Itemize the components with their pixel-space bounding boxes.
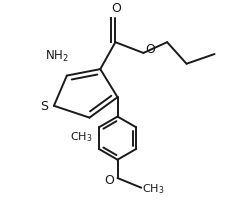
Text: NH$_2$: NH$_2$ xyxy=(45,49,69,64)
Text: O: O xyxy=(112,2,121,15)
Text: CH$_3$: CH$_3$ xyxy=(142,182,165,196)
Text: O: O xyxy=(104,174,114,187)
Text: O: O xyxy=(145,43,155,56)
Text: CH$_3$: CH$_3$ xyxy=(70,131,92,144)
Text: S: S xyxy=(40,100,48,113)
